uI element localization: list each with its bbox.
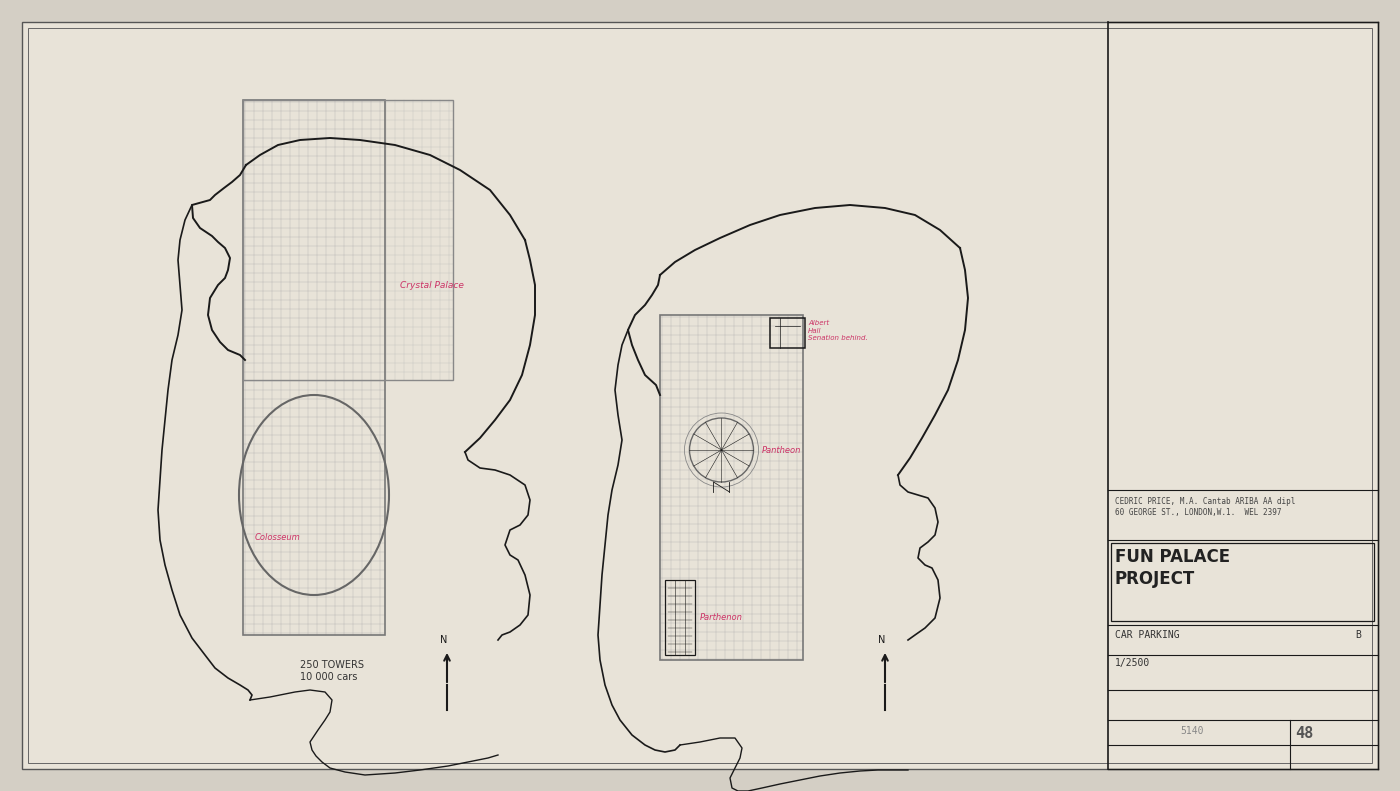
Text: Colosseum: Colosseum: [255, 533, 301, 543]
Text: Albert
Hall
Senation behind.: Albert Hall Senation behind.: [808, 320, 868, 341]
Bar: [244, 100, 385, 635]
Text: 48: 48: [1295, 726, 1313, 741]
Text: CAR PARKING: CAR PARKING: [1114, 630, 1180, 640]
Text: 60 GEORGE ST., LONDON,W.1.  WEL 2397: 60 GEORGE ST., LONDON,W.1. WEL 2397: [1114, 508, 1281, 517]
Text: 1/2500: 1/2500: [1114, 658, 1151, 668]
Text: CEDRIC PRICE, M.A. Cantab ARIBA AA dipl: CEDRIC PRICE, M.A. Cantab ARIBA AA dipl: [1114, 497, 1295, 506]
Text: N: N: [441, 635, 448, 645]
Bar: [1112, 543, 1373, 621]
Text: B: B: [1355, 630, 1361, 640]
Text: 5140: 5140: [1180, 726, 1204, 736]
Text: FUN PALACE: FUN PALACE: [1114, 548, 1231, 566]
Text: PROJECT: PROJECT: [1114, 570, 1196, 588]
Text: Parthenon: Parthenon: [700, 613, 743, 622]
Bar: [665, 580, 694, 655]
Text: N: N: [878, 635, 886, 645]
Text: Pantheon: Pantheon: [762, 445, 801, 455]
Bar: [770, 318, 805, 348]
Text: Crystal Palace: Crystal Palace: [400, 281, 463, 290]
Text: 250 TOWERS: 250 TOWERS: [300, 660, 364, 670]
Bar: [659, 315, 804, 660]
Text: 10 000 cars: 10 000 cars: [300, 672, 357, 682]
Bar: [244, 100, 454, 380]
